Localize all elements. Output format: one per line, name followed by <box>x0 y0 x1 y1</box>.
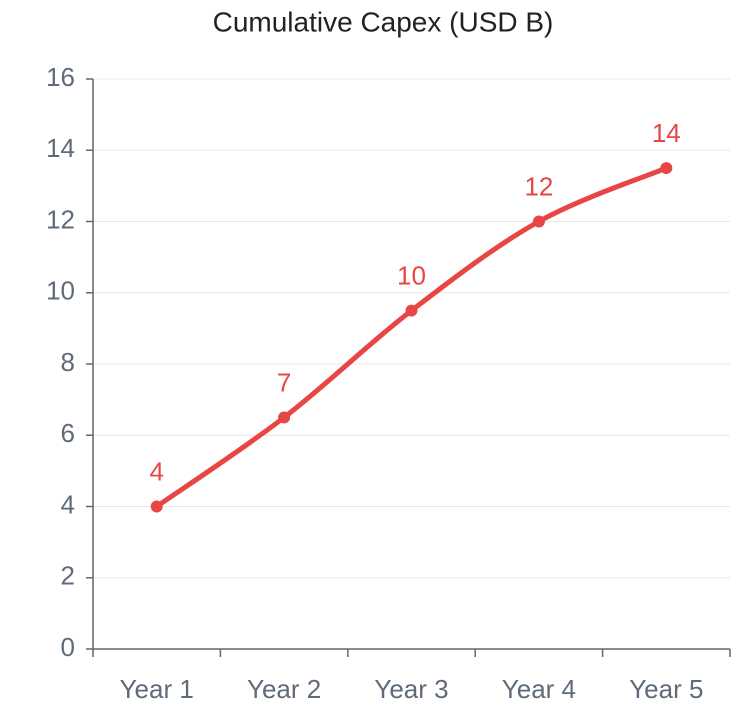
point <box>405 304 418 317</box>
value-label: 4 <box>149 456 163 486</box>
x-tick-label: Year 1 <box>120 674 194 704</box>
y-tick-label: 8 <box>61 347 75 377</box>
x-tick-label: Year 3 <box>374 674 448 704</box>
y-tick-label: 12 <box>46 204 75 234</box>
chart-title: Cumulative Capex (USD B) <box>213 6 554 37</box>
value-label: 7 <box>277 367 291 397</box>
y-tick-label: 10 <box>46 276 75 306</box>
point <box>660 162 673 175</box>
x-tick-label: Year 2 <box>247 674 321 704</box>
x-tick-label: Year 5 <box>629 674 703 704</box>
y-tick-label: 2 <box>61 561 75 591</box>
point <box>278 411 291 424</box>
value-label: 12 <box>524 171 553 201</box>
y-tick-label: 14 <box>46 133 75 163</box>
value-label: 10 <box>397 260 426 290</box>
y-tick-label: 16 <box>46 62 75 92</box>
line <box>154 165 669 509</box>
y-tick-label: 4 <box>61 489 75 519</box>
point <box>150 500 163 513</box>
x-tick-label: Year 4 <box>502 674 576 704</box>
value-label: 14 <box>652 118 681 148</box>
y-tick-label: 6 <box>61 418 75 448</box>
y-tick-label: 0 <box>61 632 75 662</box>
point <box>532 215 545 228</box>
